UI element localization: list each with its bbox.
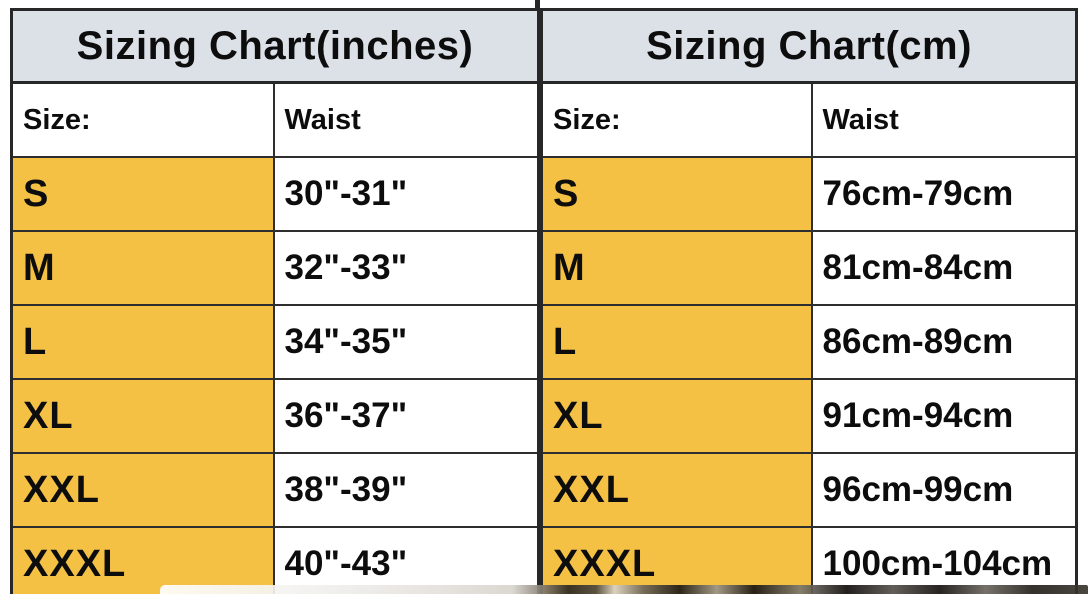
waist-cell: 96cm-99cm (810, 452, 1078, 528)
waist-cell: 32"-33" (272, 230, 540, 306)
column-header-row: Size: Waist (10, 81, 540, 158)
table-row: S 76cm-79cm (540, 156, 1078, 232)
waist-cell: 36"-37" (272, 378, 540, 454)
size-cell: L (10, 304, 275, 380)
waist-cell: 38"-39" (272, 452, 540, 528)
column-header-size: Size: (10, 81, 275, 158)
waist-cell: 81cm-84cm (810, 230, 1078, 306)
size-cell: XXXL (540, 526, 813, 594)
table-row: XL 36"-37" (10, 378, 540, 454)
table-row: S 30"-31" (10, 156, 540, 232)
table-row: M 81cm-84cm (540, 230, 1078, 306)
sizing-tables-container: Sizing Chart(inches) Size: Waist S 30"-3… (9, 8, 1079, 594)
size-cell: XL (10, 378, 275, 454)
size-cell: XXXL (10, 526, 275, 594)
table-row: XXXL 100cm-104cm (540, 526, 1078, 594)
waist-cell: 100cm-104cm (810, 526, 1078, 594)
size-cell: XXL (10, 452, 275, 528)
waist-cell: 91cm-94cm (810, 378, 1078, 454)
column-header-size: Size: (540, 81, 813, 158)
waist-cell: 30"-31" (272, 156, 540, 232)
table-row: XL 91cm-94cm (540, 378, 1078, 454)
size-cell: XXL (540, 452, 813, 528)
table-row: M 32"-33" (10, 230, 540, 306)
size-cell: XL (540, 378, 813, 454)
table-title-inches: Sizing Chart(inches) (9, 8, 541, 84)
table-row: XXL 96cm-99cm (540, 452, 1078, 528)
waist-cell: 86cm-89cm (810, 304, 1078, 380)
column-header-row: Size: Waist (540, 81, 1078, 158)
table-row: L 86cm-89cm (540, 304, 1078, 380)
table-row: L 34"-35" (10, 304, 540, 380)
sizing-table-inches: Sizing Chart(inches) Size: Waist S 30"-3… (9, 8, 541, 594)
waist-cell: 76cm-79cm (810, 156, 1078, 232)
cropped-photo-edge (160, 585, 1088, 594)
size-cell: S (540, 156, 813, 232)
size-cell: L (540, 304, 813, 380)
waist-cell: 34"-35" (272, 304, 540, 380)
table-title-cm: Sizing Chart(cm) (540, 8, 1079, 84)
table-row: XXXL 40"-43" (10, 526, 540, 594)
column-header-waist: Waist (272, 81, 540, 158)
table-title-row: Sizing Chart(cm) (540, 8, 1079, 84)
column-header-waist: Waist (810, 81, 1078, 158)
table-divider-tick (535, 0, 540, 11)
table-row: XXL 38"-39" (10, 452, 540, 528)
table-title-row: Sizing Chart(inches) (9, 8, 541, 84)
size-cell: M (10, 230, 275, 306)
waist-cell: 40"-43" (272, 526, 540, 594)
size-cell: S (10, 156, 275, 232)
size-cell: M (540, 230, 813, 306)
sizing-table-cm: Sizing Chart(cm) Size: Waist S 76cm-79cm… (540, 8, 1079, 594)
